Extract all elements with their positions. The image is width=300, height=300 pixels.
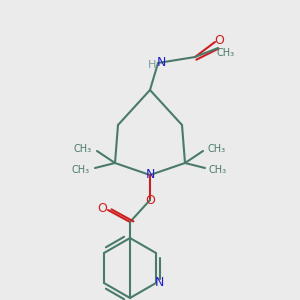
Text: N: N xyxy=(145,169,155,182)
Text: CH₃: CH₃ xyxy=(209,165,227,175)
Text: O: O xyxy=(97,202,107,214)
Text: O: O xyxy=(214,34,224,46)
Text: N: N xyxy=(156,56,166,70)
Text: H: H xyxy=(148,60,156,70)
Text: CH₃: CH₃ xyxy=(74,144,92,154)
Text: CH₃: CH₃ xyxy=(217,48,235,58)
Text: O: O xyxy=(145,194,155,206)
Text: N: N xyxy=(154,277,164,290)
Text: CH₃: CH₃ xyxy=(208,144,226,154)
Text: CH₃: CH₃ xyxy=(72,165,90,175)
